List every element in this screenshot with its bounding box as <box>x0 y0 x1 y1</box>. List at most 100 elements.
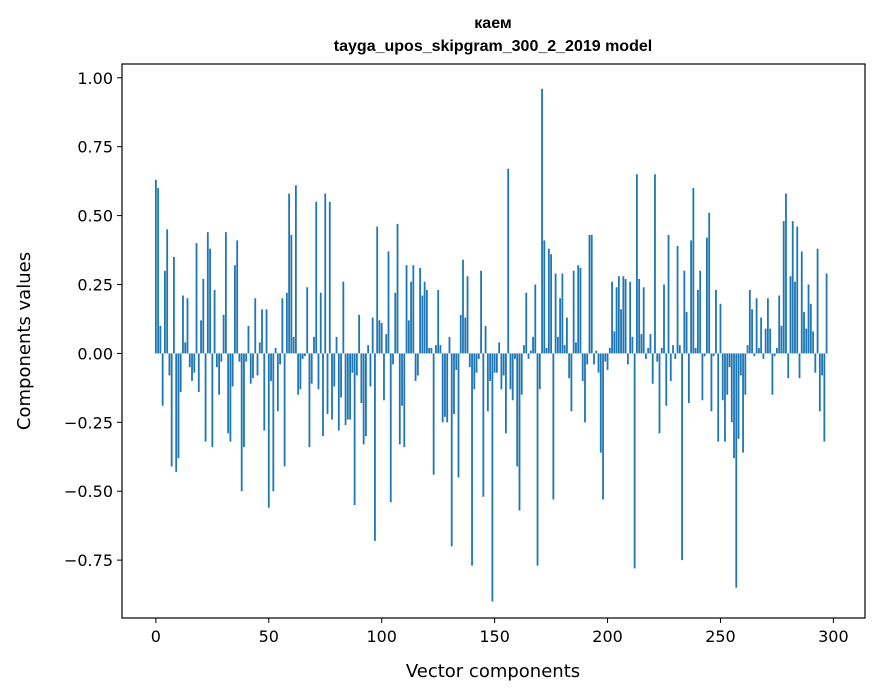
bar <box>184 342 187 354</box>
bar <box>818 353 821 412</box>
bar <box>565 317 568 354</box>
bar <box>577 265 580 354</box>
bar <box>710 353 713 412</box>
bar <box>380 323 383 354</box>
bar <box>665 353 668 406</box>
y-tick-label: 0.50 <box>77 207 113 226</box>
bar <box>297 353 300 395</box>
y-tick-label: 1.00 <box>77 69 113 88</box>
bar <box>175 353 178 472</box>
bar <box>403 353 406 448</box>
bar <box>624 278 627 354</box>
bar <box>516 353 519 467</box>
bar <box>789 276 792 354</box>
bar <box>739 353 742 376</box>
bar <box>468 353 471 368</box>
bar <box>554 273 557 354</box>
bar <box>489 353 492 381</box>
bar <box>514 353 516 359</box>
bar <box>168 353 171 376</box>
bar <box>584 353 586 423</box>
bar <box>543 240 546 354</box>
bar <box>796 226 799 354</box>
bar <box>575 342 577 354</box>
bar <box>475 353 478 373</box>
bar <box>656 353 659 362</box>
bar <box>213 290 216 354</box>
bar <box>611 281 613 354</box>
bar <box>602 353 604 500</box>
bar <box>812 331 814 354</box>
bar <box>240 353 243 492</box>
bar <box>234 265 236 354</box>
bar <box>674 353 677 359</box>
bar <box>432 353 435 475</box>
bar <box>683 270 686 354</box>
bar <box>229 353 232 442</box>
bar <box>385 334 388 354</box>
bar <box>378 320 381 354</box>
bar <box>730 353 733 423</box>
bar <box>776 347 778 354</box>
bar <box>166 229 169 354</box>
bar <box>597 353 600 373</box>
bar <box>724 353 726 442</box>
bar <box>629 281 632 354</box>
bar <box>507 168 510 354</box>
bar <box>771 353 774 395</box>
bar <box>437 290 440 354</box>
bar <box>721 353 724 401</box>
bar <box>692 188 695 354</box>
bar <box>236 240 239 354</box>
bar <box>401 353 403 406</box>
bar <box>615 287 618 354</box>
bar <box>505 353 507 434</box>
bar <box>396 223 399 354</box>
bar <box>640 334 643 354</box>
bar <box>744 353 747 395</box>
bar <box>301 353 304 359</box>
bar <box>556 336 559 354</box>
bar <box>371 317 374 354</box>
bar <box>425 290 428 354</box>
x-tick-label: 100 <box>366 627 397 646</box>
bar <box>717 353 720 442</box>
x-tick-label: 0 <box>151 627 161 646</box>
bar <box>791 221 794 354</box>
bar <box>466 276 469 354</box>
bar <box>360 353 363 404</box>
bar <box>742 353 744 453</box>
bar <box>511 353 514 401</box>
bar <box>755 298 758 354</box>
bar <box>527 353 530 359</box>
y-axis-label: Components values <box>14 252 35 430</box>
bar <box>581 353 584 381</box>
bar <box>288 193 291 354</box>
bar <box>344 353 347 426</box>
y-axis-ticks: −0.75 −0.50 −0.25 0.00 0.25 0.50 0.75 1.00 <box>64 69 122 570</box>
bar <box>809 303 812 354</box>
bar <box>179 353 182 392</box>
bar <box>495 353 498 373</box>
bar <box>448 336 451 354</box>
bar <box>310 353 313 384</box>
bar <box>376 226 379 354</box>
bar <box>735 353 738 588</box>
bar <box>753 353 756 357</box>
bar <box>340 353 342 398</box>
bar <box>550 254 552 354</box>
bar <box>441 353 444 423</box>
bar <box>638 278 641 354</box>
bar <box>642 287 645 354</box>
bar <box>254 298 257 354</box>
bar <box>154 179 157 354</box>
bar <box>410 281 412 354</box>
bar <box>188 353 191 368</box>
bar <box>748 290 751 354</box>
bar <box>267 353 270 508</box>
bar <box>243 353 245 448</box>
bar <box>394 292 397 354</box>
bar <box>620 309 622 354</box>
bar <box>590 234 593 354</box>
bar <box>383 353 385 401</box>
